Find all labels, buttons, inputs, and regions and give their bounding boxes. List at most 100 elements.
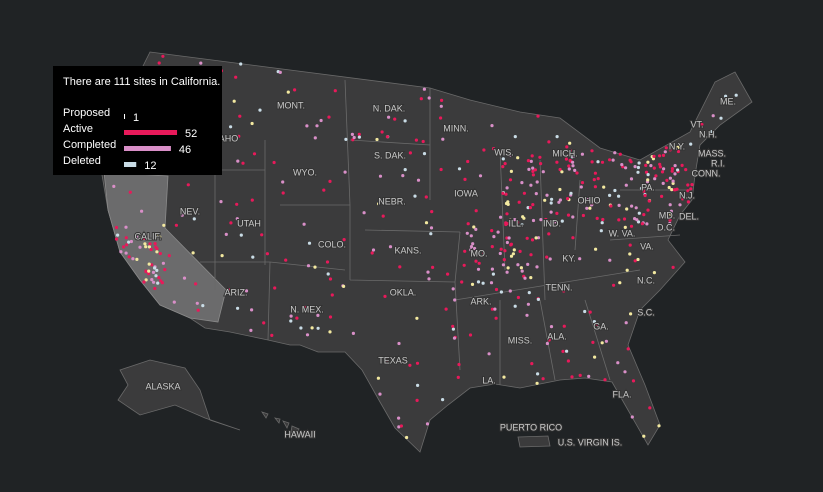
site-dot	[299, 326, 303, 330]
site-dot	[624, 321, 628, 325]
site-dot	[623, 370, 627, 374]
site-dot	[571, 164, 575, 168]
site-dot	[653, 177, 657, 181]
site-dot	[465, 231, 469, 235]
site-dot	[315, 124, 319, 128]
site-dot	[316, 326, 320, 330]
site-dot	[664, 146, 668, 150]
state-label: KANS.	[394, 245, 421, 255]
site-dot	[127, 240, 131, 244]
site-dot	[560, 219, 564, 223]
site-dot	[628, 252, 632, 256]
site-dot	[711, 114, 715, 118]
site-dot	[351, 138, 355, 142]
site-dot	[397, 425, 401, 429]
site-dot	[424, 221, 429, 225]
site-dot	[527, 291, 531, 295]
site-dot	[636, 165, 641, 170]
site-dot	[159, 279, 163, 283]
site-dot	[378, 392, 382, 396]
site-dot	[147, 272, 151, 276]
site-dot	[167, 254, 171, 258]
site-dot	[114, 237, 119, 241]
site-dot	[302, 305, 306, 309]
site-dot	[182, 276, 187, 280]
site-dot	[658, 154, 662, 158]
site-dot	[647, 199, 651, 203]
site-dot	[460, 280, 464, 284]
site-dot	[490, 245, 494, 249]
site-dot	[567, 167, 571, 171]
site-dot	[250, 198, 254, 202]
site-dot	[520, 181, 524, 185]
legend-value: 12	[144, 160, 156, 172]
site-dot	[425, 422, 430, 426]
site-dot	[635, 218, 639, 222]
site-dot	[630, 204, 634, 208]
site-dot	[124, 251, 128, 255]
site-dot	[686, 200, 691, 204]
site-dot	[520, 269, 524, 273]
site-dot	[601, 217, 605, 222]
site-dot	[608, 258, 612, 262]
state-label: ALASKA	[145, 381, 180, 391]
state-label: MD.	[659, 210, 676, 220]
site-dot	[624, 166, 628, 170]
site-dot	[616, 361, 620, 365]
site-dot	[286, 90, 290, 94]
site-dot	[646, 208, 650, 212]
site-dot	[668, 176, 673, 180]
legend-label: Proposed	[63, 107, 110, 119]
site-dot	[580, 152, 585, 156]
site-dot	[603, 378, 607, 382]
site-dot	[636, 220, 641, 224]
site-dot	[560, 170, 564, 174]
site-dot	[506, 202, 510, 206]
site-dot	[634, 206, 638, 210]
site-dot	[250, 308, 254, 312]
site-dot	[678, 203, 682, 207]
site-dot	[196, 308, 200, 312]
site-dot	[514, 337, 518, 341]
site-dot	[568, 148, 572, 153]
site-dot	[502, 258, 506, 262]
site-dot	[135, 257, 139, 261]
site-dot	[654, 174, 658, 178]
site-dot	[565, 145, 569, 149]
state-label: COLO.	[318, 239, 346, 249]
site-dot	[528, 206, 533, 210]
site-dot	[611, 158, 615, 162]
site-dot	[251, 255, 255, 259]
site-dot	[289, 314, 293, 318]
site-dot	[658, 162, 662, 166]
site-dot	[494, 287, 499, 292]
site-dot	[547, 140, 551, 144]
site-dot	[421, 139, 425, 144]
site-dot	[201, 304, 205, 308]
site-dot	[558, 187, 562, 192]
site-dot	[609, 204, 613, 208]
site-dot	[490, 124, 494, 128]
site-dot	[415, 398, 419, 402]
site-dot	[553, 220, 557, 224]
site-dot	[466, 159, 470, 164]
site-dot	[555, 135, 559, 139]
site-dot	[690, 183, 694, 187]
site-dot	[149, 247, 153, 252]
site-dot	[351, 331, 355, 335]
site-dot	[378, 174, 383, 178]
site-dot	[278, 70, 282, 74]
site-dot	[531, 203, 535, 207]
site-dot	[526, 159, 531, 163]
site-dot	[596, 177, 600, 181]
site-dot	[639, 186, 644, 190]
site-dot	[502, 375, 506, 379]
site-dot	[676, 168, 680, 172]
state-label: U.S. VIRGIN IS.	[558, 437, 623, 447]
site-dot	[155, 268, 159, 272]
site-dot	[238, 114, 242, 118]
legend-bar	[124, 114, 126, 119]
tooltip: There are 111 sites in California. Propo…	[53, 66, 222, 175]
site-dots	[111, 54, 738, 440]
site-dot	[661, 153, 666, 157]
